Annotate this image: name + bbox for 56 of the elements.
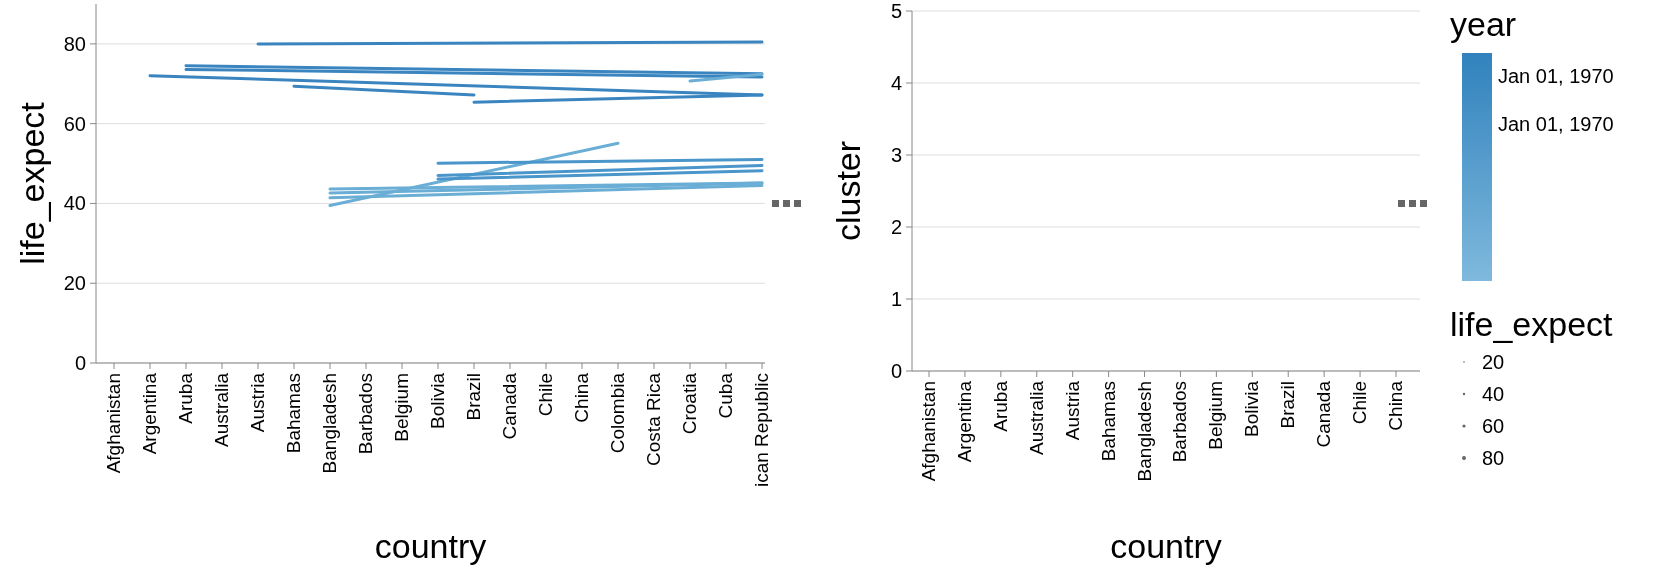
y-tick-label: 5 <box>890 0 902 22</box>
x-tick-label: Afghanistan <box>918 381 939 482</box>
y-tick-label: 4 <box>890 72 902 94</box>
x-tick-label: Belgium <box>391 373 412 442</box>
x-tick-label: China <box>571 372 592 423</box>
x-tick-label: Colombia <box>607 372 628 454</box>
x-tick-label: Austria <box>247 372 268 433</box>
x-tick-label: Austria <box>1061 380 1083 441</box>
y-tick-label: 0 <box>74 352 86 374</box>
y-tick-label: 1 <box>890 288 902 310</box>
x-tick-label: Bahamas <box>283 373 304 454</box>
x-tick-label: Chile <box>1349 381 1371 425</box>
x-tick-label: Belgium <box>1205 381 1227 450</box>
y-tick-label: 60 <box>63 112 86 135</box>
x-tick-label: Aruba <box>989 380 1011 432</box>
y-tick-label: 0 <box>890 360 902 382</box>
text: 60 <box>1482 415 1505 437</box>
x-axis-title: country <box>1110 527 1222 565</box>
x-tick-label: Cuba <box>715 372 736 419</box>
y-tick-label: 3 <box>890 144 902 166</box>
x-tick-label: Brazil <box>1277 381 1299 429</box>
x-tick-label: Barbados <box>355 373 376 455</box>
y-tick-label: 20 <box>63 272 86 295</box>
x-tick-label: Argentina <box>139 372 160 455</box>
x-tick-label: Bolivia <box>427 372 448 429</box>
x-tick-label: Bolivia <box>1241 380 1263 437</box>
text: year <box>1450 5 1517 43</box>
x-tick-label: China <box>1385 380 1406 431</box>
x-tick-label: Brazil <box>463 373 484 421</box>
x-tick-label: Barbados <box>1169 381 1191 463</box>
x-axis-title: country <box>374 527 487 565</box>
x-tick-label: Chile <box>535 373 556 417</box>
text: 20 <box>1482 351 1505 373</box>
text: Jan 01, 1970 <box>1498 113 1614 135</box>
x-tick-label: Bangladesh <box>1133 381 1155 482</box>
x-tick-label: Bahamas <box>1097 381 1119 462</box>
x-tick-label: Bangladesh <box>319 373 340 474</box>
x-tick-label: Canada <box>1313 380 1335 448</box>
text: 80 <box>1482 447 1505 469</box>
x-tick-label: Australia <box>211 372 232 447</box>
y-tick-label: 2 <box>890 216 902 238</box>
x-tick-label: ican Republic <box>751 373 772 488</box>
y-axis-title: cluster <box>829 140 867 242</box>
x-tick-label: Costa Rica <box>643 372 664 466</box>
text: Jan 01, 1970 <box>1498 65 1614 87</box>
x-tick-label: Croatia <box>679 372 700 435</box>
x-tick-label: Canada <box>499 372 520 440</box>
x-tick-label: Argentina <box>953 380 975 463</box>
y-tick-label: 40 <box>63 192 86 215</box>
text: life_expect <box>1450 305 1614 343</box>
x-tick-label: Afghanistan <box>103 373 124 474</box>
x-tick-label: Aruba <box>175 372 196 424</box>
text: 40 <box>1482 383 1505 405</box>
x-tick-label: Australia <box>1025 380 1047 455</box>
y-tick-label: 80 <box>63 32 86 55</box>
y-axis-title: life_expect <box>13 101 51 265</box>
